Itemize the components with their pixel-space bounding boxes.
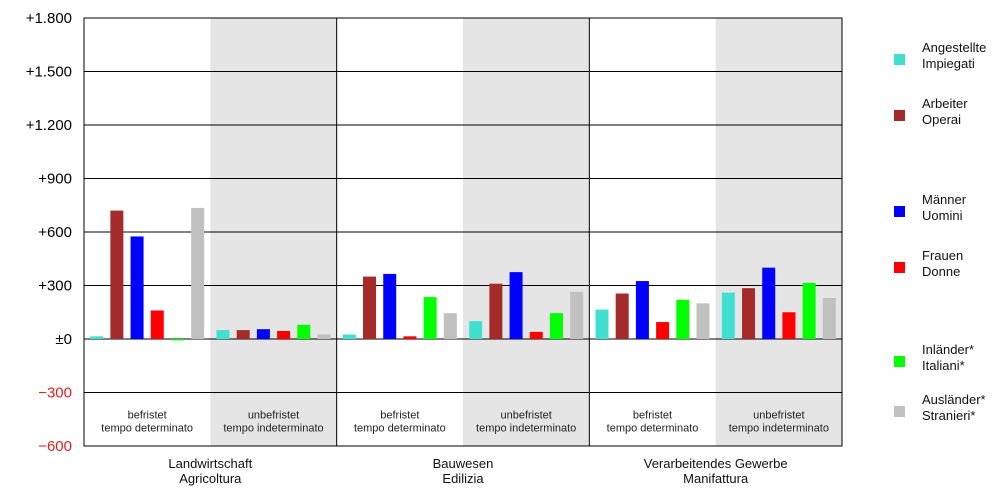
subgroup-label-de: unbefristet bbox=[753, 410, 804, 422]
legend-swatch bbox=[894, 110, 905, 121]
y-tick-label: +1.800 bbox=[26, 10, 72, 27]
bar bbox=[363, 276, 377, 339]
legend-label-it: Donne bbox=[922, 264, 960, 279]
legend-swatch bbox=[894, 406, 905, 417]
legend-label-de: Ausländer* bbox=[922, 392, 986, 407]
bar bbox=[317, 334, 331, 339]
plot-border bbox=[83, 17, 843, 447]
legend-label-de: Arbeiter bbox=[922, 96, 968, 111]
bars bbox=[90, 207, 836, 341]
bar bbox=[802, 282, 816, 339]
legend-label-de: Angestellte bbox=[922, 40, 986, 55]
group-label-it: Agricoltura bbox=[179, 471, 242, 486]
bar bbox=[383, 273, 397, 339]
legend-swatch bbox=[894, 54, 905, 65]
bar bbox=[676, 299, 690, 339]
legend-swatch bbox=[894, 262, 905, 273]
subgroup-label-it: tempo indeterminato bbox=[729, 423, 829, 435]
subgroup-label-it: tempo determinato bbox=[354, 423, 446, 435]
bar bbox=[696, 303, 710, 339]
bar bbox=[170, 339, 184, 341]
bar bbox=[191, 207, 205, 339]
bar bbox=[822, 297, 836, 339]
bar bbox=[130, 236, 144, 339]
plot-frame bbox=[83, 17, 843, 447]
y-tick-label: ±0 bbox=[55, 331, 72, 348]
y-tick-label: −300 bbox=[38, 385, 72, 402]
subgroup-label-de: befristet bbox=[380, 410, 419, 422]
y-tick-label: +1.500 bbox=[26, 64, 72, 81]
bar bbox=[656, 322, 670, 339]
legend-label-it: Impiegati bbox=[922, 56, 975, 71]
group-label-de: Bauwesen bbox=[433, 456, 494, 471]
bar bbox=[782, 312, 796, 339]
subgroup-label-de: befristet bbox=[633, 410, 672, 422]
legend-label-it: Uomini bbox=[922, 208, 963, 223]
legend-label-de: Männer bbox=[922, 192, 967, 207]
subgroup-label-de: unbefristet bbox=[248, 410, 299, 422]
bar bbox=[549, 313, 563, 339]
subgroup-label-it: tempo indeterminato bbox=[223, 423, 323, 435]
y-tick-label: +300 bbox=[38, 278, 72, 295]
legend-label-it: Operai bbox=[922, 112, 961, 127]
subgroup-label-it: tempo determinato bbox=[607, 423, 699, 435]
legend-label-de: Frauen bbox=[922, 248, 963, 263]
bar bbox=[570, 291, 584, 339]
legend-label-it: Stranieri* bbox=[922, 408, 975, 423]
bar bbox=[469, 321, 483, 339]
group-label-it: Manifattura bbox=[683, 471, 749, 486]
legend-swatch bbox=[894, 206, 905, 217]
y-tick-label: +600 bbox=[38, 224, 72, 241]
group-label-de: Landwirtschaft bbox=[168, 456, 252, 471]
bar bbox=[762, 267, 776, 339]
group-label-it: Edilizia bbox=[442, 471, 484, 486]
legend-label-de: Inländer* bbox=[922, 342, 974, 357]
bar bbox=[256, 329, 270, 339]
y-tick-label: +900 bbox=[38, 171, 72, 188]
bar bbox=[277, 330, 291, 339]
bar bbox=[236, 330, 250, 339]
y-tick-label: +1.200 bbox=[26, 117, 72, 134]
subgroup-label-de: befristet bbox=[128, 410, 167, 422]
bar bbox=[216, 330, 230, 339]
y-tick-label: −600 bbox=[38, 438, 72, 455]
bar bbox=[403, 336, 417, 339]
bar bbox=[721, 292, 735, 339]
subgroup-label-de: unbefristet bbox=[500, 410, 551, 422]
bar bbox=[90, 336, 104, 339]
subgroup-label-it: tempo indeterminato bbox=[476, 423, 576, 435]
bar bbox=[595, 309, 609, 339]
bar bbox=[615, 293, 629, 339]
legend-swatch bbox=[894, 356, 905, 367]
bar bbox=[110, 210, 124, 339]
bar bbox=[529, 331, 543, 339]
bar bbox=[443, 313, 457, 339]
bar bbox=[635, 281, 649, 339]
legend-label-it: Italiani* bbox=[922, 358, 965, 373]
bar bbox=[150, 310, 164, 339]
bar bbox=[509, 272, 523, 339]
bar bbox=[342, 334, 356, 339]
y-axis-tick-labels: +1.800 +1.500 +1.200 +900 +600 +300 ±0 −300 −600 bbox=[26, 10, 72, 455]
bar bbox=[489, 283, 503, 339]
group-label-de: Verarbeitendes Gewerbe bbox=[644, 456, 788, 471]
subgroup-label-it: tempo determinato bbox=[101, 423, 193, 435]
bar bbox=[423, 297, 437, 339]
bar bbox=[742, 288, 756, 339]
bar bbox=[297, 324, 311, 339]
